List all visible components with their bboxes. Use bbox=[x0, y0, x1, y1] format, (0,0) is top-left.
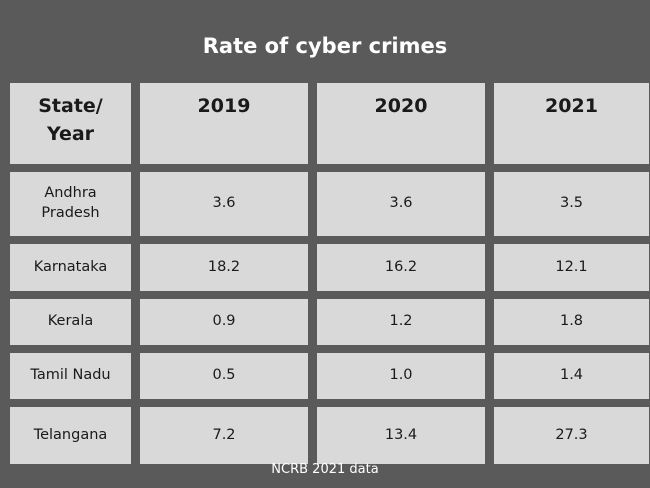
table-cell-value: 12.1 bbox=[494, 244, 649, 291]
table-cell-value: 13.4 bbox=[317, 407, 485, 464]
row-state-label: Kerala bbox=[10, 299, 131, 345]
chart-title: Rate of cyber crimes bbox=[202, 34, 448, 58]
table-cell-value: 0.5 bbox=[140, 353, 308, 399]
header-year-1: 2019 bbox=[140, 83, 308, 164]
table-cell-value: 1.2 bbox=[317, 299, 485, 345]
header-year-3: 2021 bbox=[494, 83, 649, 164]
row-state-label: Telangana bbox=[10, 407, 131, 464]
header-state-year: State/ Year bbox=[10, 83, 131, 164]
table-cell-value: 18.2 bbox=[140, 244, 308, 291]
row-state-label: Karnataka bbox=[10, 244, 131, 291]
table-cell-value: 3.6 bbox=[140, 172, 308, 236]
row-state-label: Andhra Pradesh bbox=[10, 172, 131, 236]
header-year-2: 2020 bbox=[317, 83, 485, 164]
table-cell-value: 7.2 bbox=[140, 407, 308, 464]
table-cell-value: 1.8 bbox=[494, 299, 649, 345]
table-cell-value: 3.5 bbox=[494, 172, 649, 236]
table-cell-value: 27.3 bbox=[494, 407, 649, 464]
table-cell-value: 3.6 bbox=[317, 172, 485, 236]
row-state-label: Tamil Nadu bbox=[10, 353, 131, 399]
data-table: State/ Year 2019 2020 2021 Andhra Pradesh 3.6… bbox=[10, 83, 649, 464]
table-cell-value: 0.9 bbox=[140, 299, 308, 345]
table-cell-value: 1.0 bbox=[317, 353, 485, 399]
table-cell-value: 16.2 bbox=[317, 244, 485, 291]
table-cell-value: 1.4 bbox=[494, 353, 649, 399]
source-note: NCRB 2021 data bbox=[271, 462, 379, 477]
